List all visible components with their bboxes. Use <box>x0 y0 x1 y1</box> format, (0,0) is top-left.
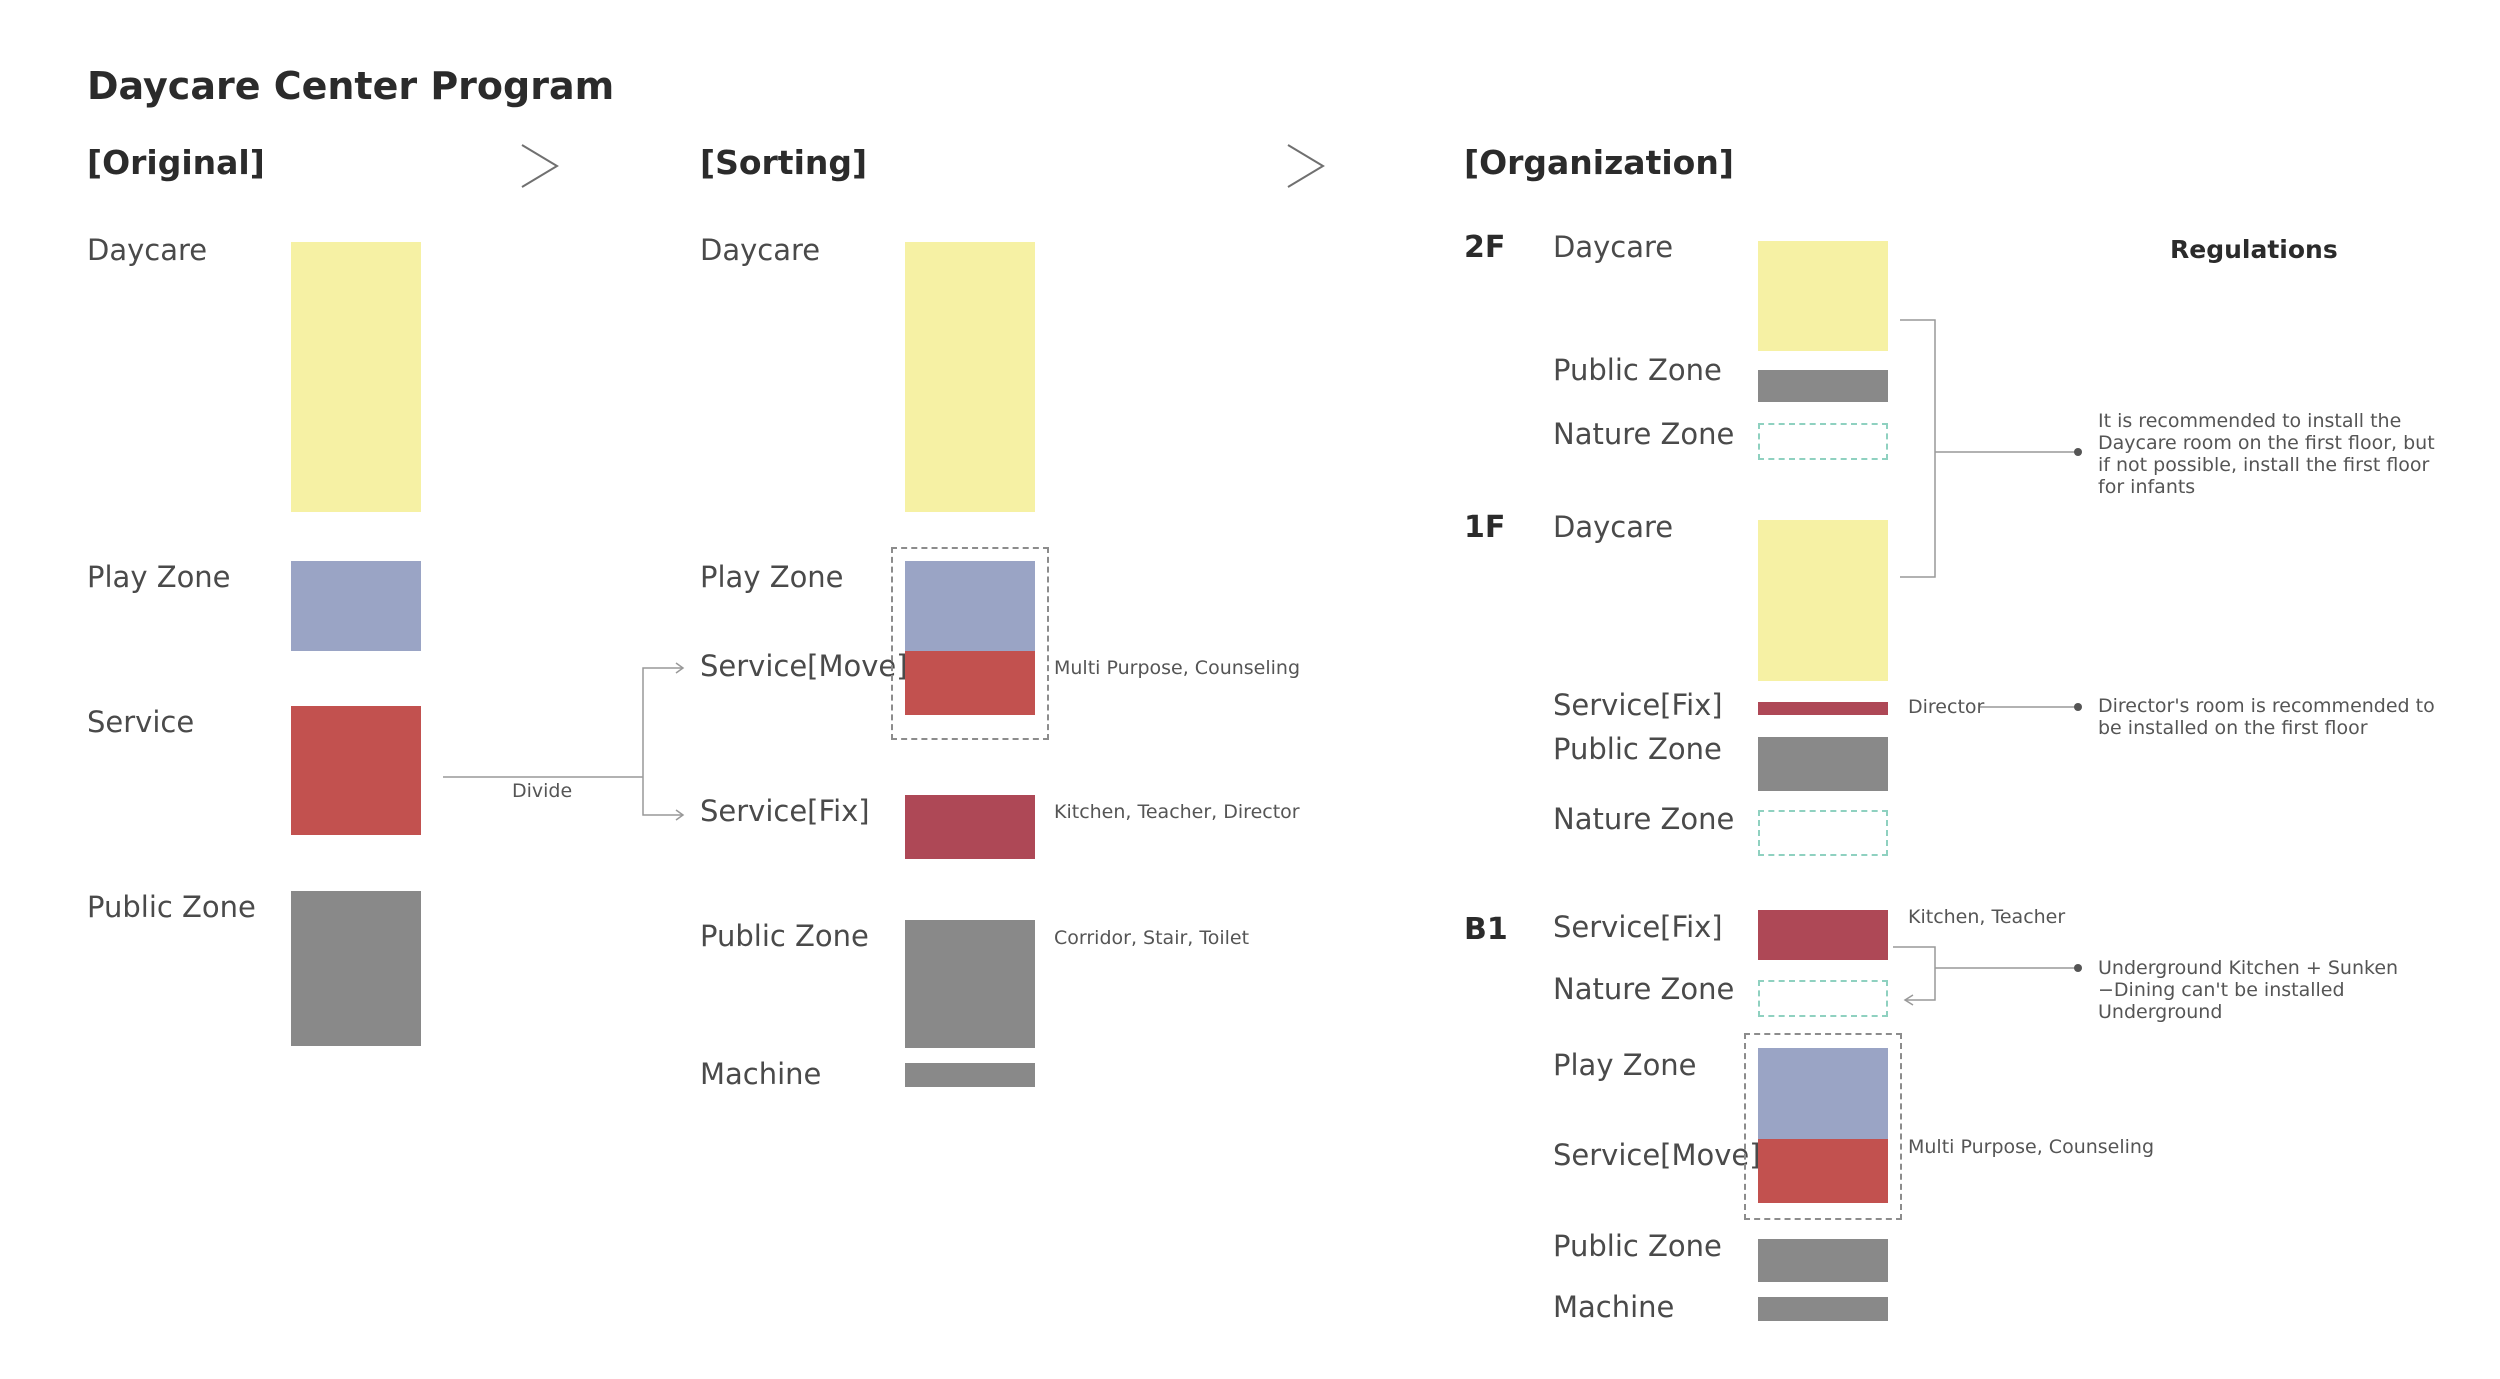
org-note-director: Director <box>1908 696 1985 718</box>
org-b1-label-public-zone: Public Zone <box>1553 1229 1722 1263</box>
original-label-play-zone: Play Zone <box>87 560 231 594</box>
org-1f-public-zone-block <box>1758 737 1888 791</box>
org-b1-nature-zone-block <box>1758 980 1888 1017</box>
org-b1-move-group-outline <box>1744 1033 1902 1220</box>
org-2f-label-daycare: Daycare <box>1553 230 1674 264</box>
org-2f-nature-zone-block <box>1758 423 1888 460</box>
org-note-kitchen-teacher: Kitchen, Teacher <box>1908 906 2066 928</box>
org-1f-label-public-zone: Public Zone <box>1553 732 1722 766</box>
org-b1-service-fix-block <box>1758 910 1888 960</box>
org-2f-daycare-block <box>1758 241 1888 351</box>
original-label-daycare: Daycare <box>87 233 208 267</box>
next-arrow-1 <box>521 144 559 188</box>
regulation-director-room: Director's room is recommended to be ins… <box>2098 695 2435 739</box>
sorting-label-daycare: Daycare <box>700 233 821 267</box>
org-b1-label-service-move: Service[Move] <box>1553 1138 1761 1172</box>
org-b1-machine-block <box>1758 1297 1888 1321</box>
regulations-heading: Regulations <box>2170 235 2338 264</box>
sorting-label-public-zone: Public Zone <box>700 919 869 953</box>
org-b1-label-play-zone: Play Zone <box>1553 1048 1697 1082</box>
sorting-daycare-block <box>905 242 1035 512</box>
org-b1-label-machine: Machine <box>1553 1290 1675 1324</box>
original-daycare-block <box>291 242 421 512</box>
original-service-block <box>291 706 421 835</box>
org-b1-label-nature-zone: Nature Zone <box>1553 972 1735 1006</box>
org-1f-daycare-block <box>1758 520 1888 681</box>
original-label-service: Service <box>87 705 195 739</box>
sorting-heading: [Sorting] <box>700 143 868 182</box>
org-2f-label-public-zone: Public Zone <box>1553 353 1722 387</box>
original-play-zone-block <box>291 561 421 651</box>
org-1f-label-nature-zone: Nature Zone <box>1553 802 1735 836</box>
org-b1-label-service-fix: Service[Fix] <box>1553 910 1723 944</box>
org-1f-label-service-fix: Service[Fix] <box>1553 688 1723 722</box>
sorting-move-group-outline <box>891 547 1049 740</box>
org-1f-service-fix-block <box>1758 702 1888 715</box>
org-1f-label-daycare: Daycare <box>1553 510 1674 544</box>
sorting-service-fix-block <box>905 795 1035 859</box>
floor-label-b1: B1 <box>1464 912 1508 947</box>
org-note-multi-purpose: Multi Purpose, Counseling <box>1908 1136 2155 1158</box>
sorting-machine-block <box>905 1063 1035 1087</box>
sorting-play-zone-block <box>905 561 1035 651</box>
org-1f-nature-zone-block <box>1758 810 1888 856</box>
sorting-label-service-move: Service[Move] <box>700 649 908 683</box>
sorting-note-public-zone: Corridor, Stair, Toilet <box>1054 927 1250 949</box>
sorting-label-service-fix: Service[Fix] <box>700 794 870 828</box>
org-b1-play-zone-block <box>1758 1048 1888 1139</box>
sorting-note-service-fix: Kitchen, Teacher, Director <box>1054 801 1300 823</box>
floor-label-2f: 2F <box>1464 230 1506 265</box>
org-2f-public-zone-block <box>1758 370 1888 402</box>
sorting-service-move-block <box>905 651 1035 715</box>
regulation-underground-kitchen: Underground Kitchen + Sunken −Dining can… <box>2098 957 2399 1023</box>
next-arrow-2 <box>1287 144 1325 188</box>
organization-heading: [Organization] <box>1464 143 1734 182</box>
regulation-daycare-floor: It is recommended to install the Daycare… <box>2098 410 2435 498</box>
original-heading: [Original] <box>87 143 265 182</box>
page-title: Daycare Center Program <box>87 64 615 108</box>
sorting-label-machine: Machine <box>700 1057 822 1091</box>
divide-label: Divide <box>512 780 573 802</box>
sorting-public-zone-block <box>905 920 1035 1048</box>
org-2f-label-nature-zone: Nature Zone <box>1553 417 1735 451</box>
org-b1-service-move-block <box>1758 1139 1888 1203</box>
original-label-public-zone: Public Zone <box>87 890 256 924</box>
org-b1-public-zone-block <box>1758 1239 1888 1282</box>
floor-label-1f: 1F <box>1464 510 1506 545</box>
sorting-label-play-zone: Play Zone <box>700 560 844 594</box>
original-public-zone-block <box>291 891 421 1046</box>
sorting-note-service-move: Multi Purpose, Counseling <box>1054 657 1301 679</box>
